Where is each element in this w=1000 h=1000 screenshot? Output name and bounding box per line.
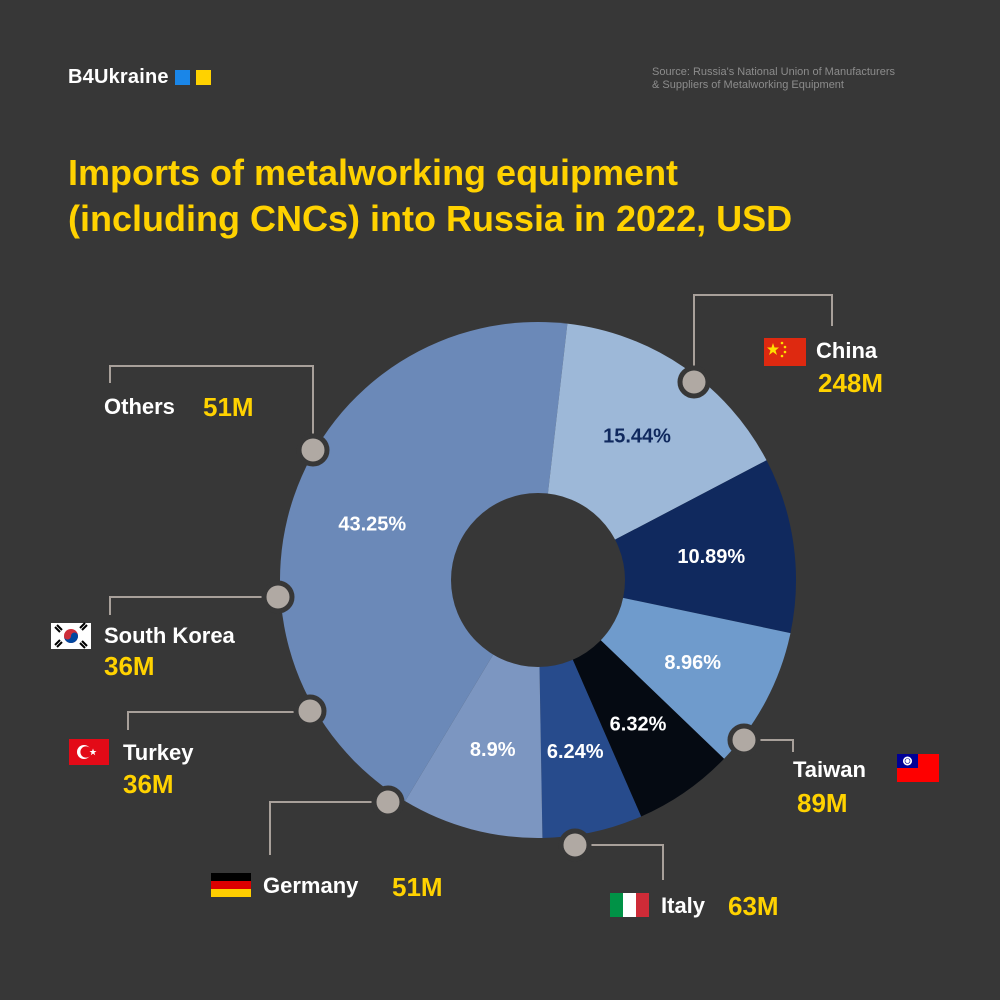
china-label: China <box>816 338 878 363</box>
percent-label-others: 8.9% <box>470 739 516 761</box>
brand-yellow-square-icon <box>195 70 211 85</box>
china-value: 248M <box>818 368 883 398</box>
donut-hole <box>451 493 625 667</box>
taiwan-value: 89M <box>797 788 848 818</box>
germany-leader-line <box>269 801 388 855</box>
south-korea-marker <box>261 580 295 614</box>
south-korea-flag-icon <box>51 622 91 649</box>
others-value: 51M <box>203 392 254 422</box>
turkey-label: Turkey <box>123 740 194 765</box>
chart-title-line-1: Imports of metalworking equipment <box>68 152 679 193</box>
china-leader-line <box>693 294 833 382</box>
leader-lines <box>109 294 833 880</box>
percent-label-south-korea: 6.24% <box>547 741 604 763</box>
turkey-leader-line <box>127 711 310 730</box>
china-flag-icon <box>764 338 806 366</box>
percent-label-turkey: 6.32% <box>610 714 667 736</box>
others-marker <box>296 433 330 467</box>
south-korea-value: 36M <box>104 651 155 681</box>
percent-labels: 43.25% 15.44% 10.89% 8.96% 6.32% 6.24% 8.9% <box>338 426 745 763</box>
germany-flag-icon <box>211 873 251 897</box>
italy-value: 63M <box>728 891 779 921</box>
percent-label-china: 43.25% <box>338 514 406 536</box>
brand-name: B4Ukraine <box>68 66 169 88</box>
brand-blue-square-icon <box>174 70 190 85</box>
italy-flag-icon <box>610 893 649 917</box>
italy-leader-line <box>575 844 664 880</box>
percent-label-taiwan: 15.44% <box>603 426 671 448</box>
leader-markers <box>261 365 761 862</box>
source-line-2: & Suppliers of Metalworking Equipment <box>652 79 844 91</box>
taiwan-label: Taiwan <box>793 757 866 782</box>
chart-title: Imports of metalworking equipment (inclu… <box>68 150 928 242</box>
turkey-marker <box>293 694 327 728</box>
percent-label-germany: 8.96% <box>664 652 721 674</box>
italy-marker <box>558 828 592 862</box>
taiwan-flag-icon <box>897 754 939 782</box>
slice-china <box>279 322 568 802</box>
source-line-1: Source: Russia's National Union of Manuf… <box>652 66 895 78</box>
brand-logo: B4Ukraine <box>68 66 211 89</box>
taiwan-marker <box>727 723 761 757</box>
chart-title-line-2: (including CNCs) into Russia in 2022, US… <box>68 198 793 239</box>
germany-label: Germany <box>263 873 359 898</box>
italy-label: Italy <box>661 893 706 918</box>
turkey-flag-icon <box>69 739 109 765</box>
turkey-value: 36M <box>123 769 174 799</box>
south-korea-label: South Korea <box>104 623 236 648</box>
south-korea-leader-line <box>109 596 278 615</box>
percent-label-italy: 10.89% <box>677 546 745 568</box>
others-label: Others <box>104 394 175 419</box>
others-leader-line <box>109 365 314 449</box>
china-marker <box>677 365 711 399</box>
germany-value: 51M <box>392 872 443 902</box>
germany-marker <box>371 785 405 819</box>
source-note: Source: Russia's National Union of Manuf… <box>652 66 952 92</box>
